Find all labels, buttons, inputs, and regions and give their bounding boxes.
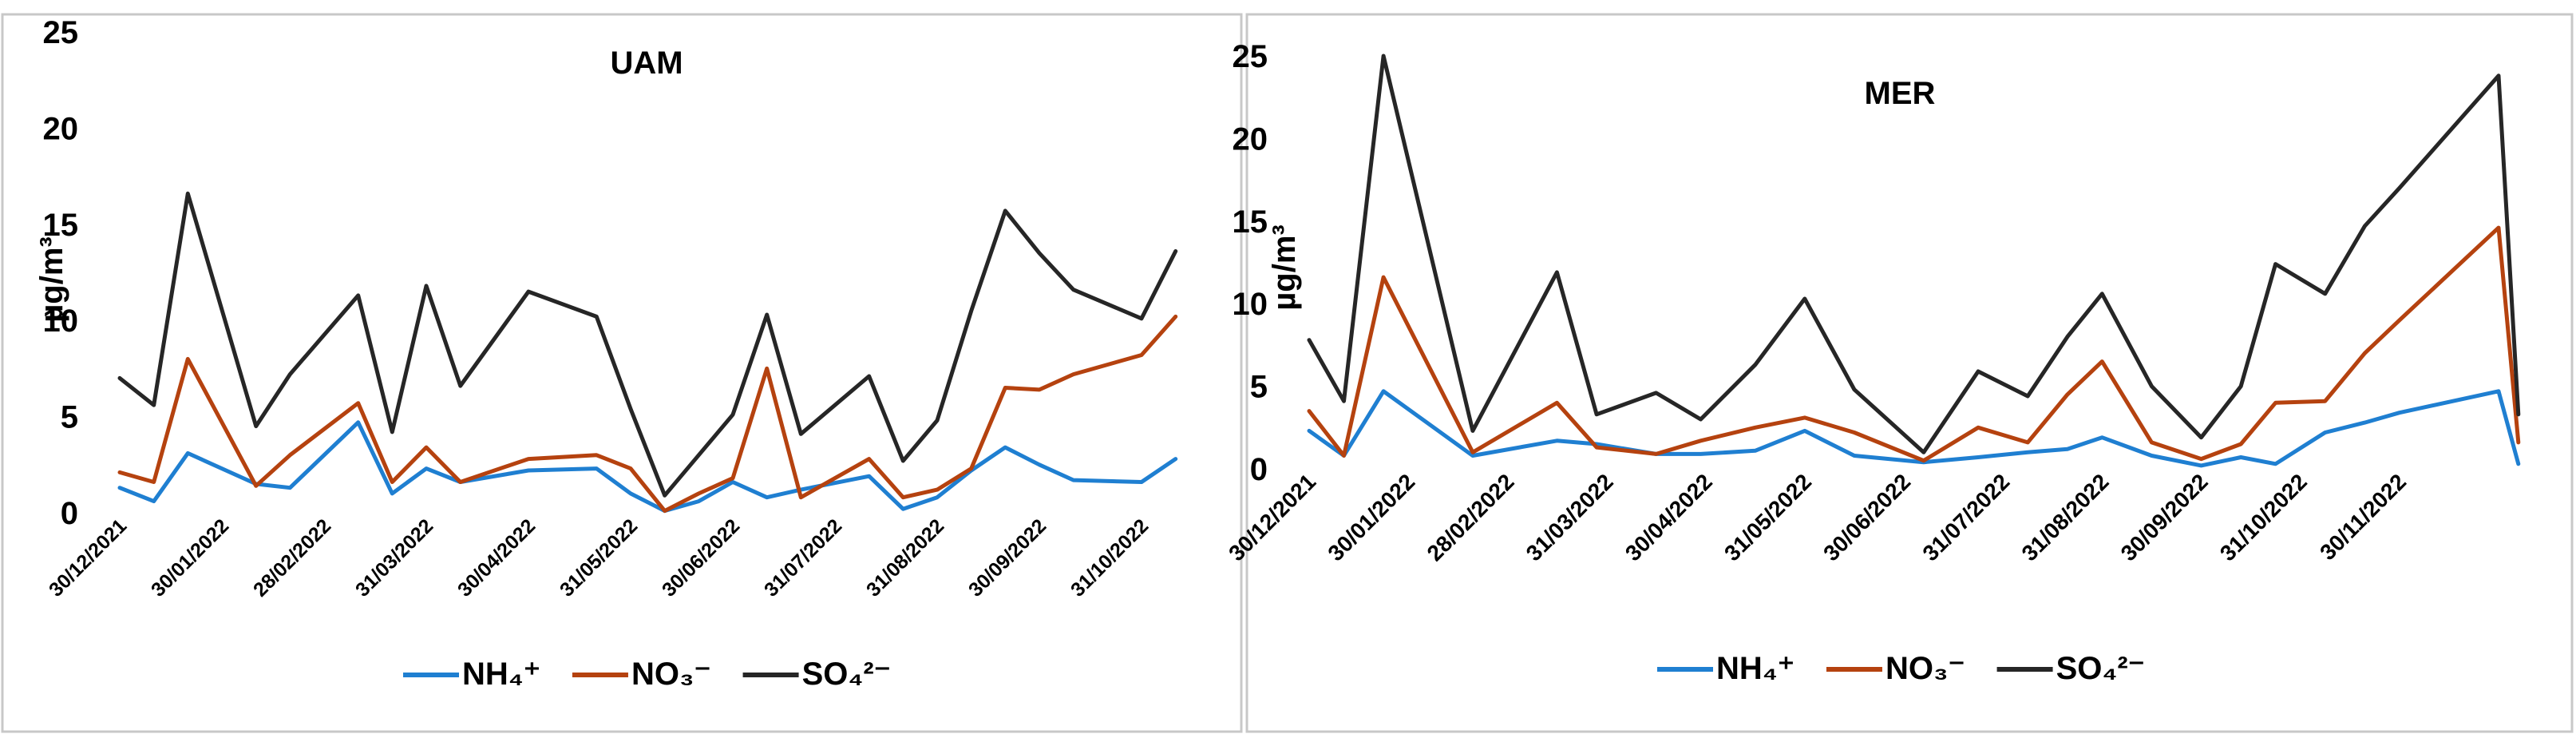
uam-y-tick-label: 20 bbox=[43, 111, 79, 146]
uam-y-tick-label: 25 bbox=[43, 15, 79, 50]
uam-series-line-no3 bbox=[117, 314, 1178, 514]
uam-title: UAM bbox=[610, 46, 683, 81]
uam-y-tick-label: 0 bbox=[61, 496, 78, 531]
mer-y-tick-label: 0 bbox=[1250, 452, 1268, 487]
uam-series-line-so4 bbox=[117, 191, 1178, 498]
mer-y-tick-label: 10 bbox=[1233, 287, 1268, 322]
mer-series-line-nh4 bbox=[1307, 389, 2521, 468]
mer-legend-label: NH₄⁺ bbox=[1716, 651, 1794, 686]
mer-title: MER bbox=[1865, 76, 1936, 111]
uam-panel bbox=[1, 13, 1243, 733]
uam-legend-label: NH₄⁺ bbox=[462, 657, 540, 692]
mer-y-tick-label: 20 bbox=[1233, 121, 1268, 157]
uam-legend-label: NO₃⁻ bbox=[631, 657, 711, 692]
mer-legend-label: SO₄²⁻ bbox=[2056, 651, 2145, 686]
mer-panel bbox=[1245, 13, 2574, 733]
uam-y-tick-label: 15 bbox=[43, 208, 79, 243]
uam-y-axis-label: µg/m³ bbox=[34, 236, 69, 322]
uam-y-tick-label: 10 bbox=[43, 304, 79, 339]
uam-y-tick-label: 5 bbox=[61, 400, 78, 435]
mer-y-axis-label: µg/m³ bbox=[1267, 224, 1302, 310]
mer-series-line-so4 bbox=[1307, 54, 2521, 454]
mer-y-tick-label: 15 bbox=[1233, 204, 1268, 240]
mer-series-line-no3 bbox=[1307, 225, 2521, 463]
mer-legend-label: NO₃⁻ bbox=[1886, 651, 1965, 686]
uam-series-line-nh4 bbox=[117, 420, 1178, 514]
uam-legend-label: SO₄²⁻ bbox=[802, 657, 891, 692]
mer-y-tick-label: 5 bbox=[1250, 370, 1268, 405]
mer-y-tick-label: 25 bbox=[1233, 39, 1268, 74]
